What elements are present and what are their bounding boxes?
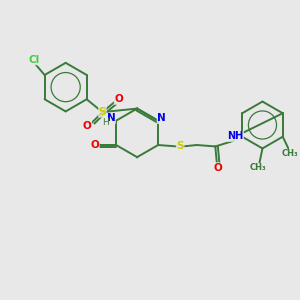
Text: CH₃: CH₃	[250, 163, 266, 172]
Text: O: O	[214, 163, 223, 173]
Text: O: O	[90, 140, 99, 150]
Text: NH: NH	[227, 131, 243, 141]
Text: Cl: Cl	[29, 55, 40, 65]
Text: H: H	[102, 118, 109, 127]
Text: N: N	[157, 113, 166, 123]
Text: S: S	[99, 107, 106, 117]
Text: N: N	[106, 113, 115, 123]
Text: O: O	[114, 94, 123, 104]
Text: O: O	[83, 122, 92, 131]
Text: S: S	[176, 141, 184, 152]
Text: CH₃: CH₃	[282, 149, 298, 158]
